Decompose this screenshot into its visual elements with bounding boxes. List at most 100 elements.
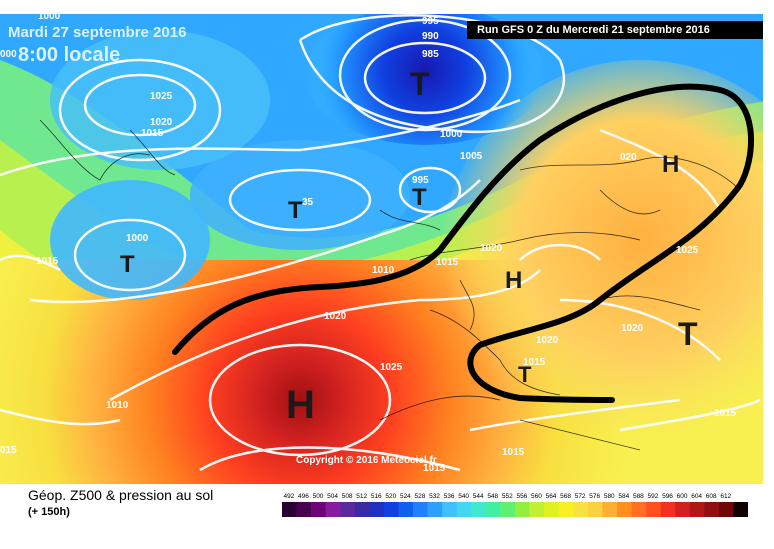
scale-swatch [340,502,356,517]
scale-tick-label: 568 [560,493,571,500]
scale-tick-label: 560 [531,493,542,500]
scale-tick-label: 548 [487,493,498,500]
scale-tick-label: 516 [371,493,382,500]
legend-subtitle: (+ 150h) [28,506,70,518]
scale-tick-label: 492 [283,493,294,500]
scale-swatch [383,502,399,517]
low-pressure-icon: T [288,197,303,224]
isobar-label: 1020 [324,311,347,322]
scale-tick-label: 608 [706,493,717,500]
scale-swatch [704,502,720,517]
low-pressure-icon: T [412,184,427,211]
scale-tick-label: 496 [298,493,309,500]
scale-swatch [500,502,516,517]
scale-swatch [311,502,326,517]
isobar-label: 1015 [36,256,59,267]
scale-swatch [471,502,487,517]
isobar-label: 1015 [714,408,737,419]
scale-tick-label: 540 [458,493,469,500]
isobar-label: 1000 [38,11,61,22]
scale-tick-label: 572 [575,493,586,500]
isobar-label: 000 [0,49,17,60]
isobar-label: 1020 [621,323,644,334]
scale-tick-label: 596 [662,493,673,500]
scale-tick-label: 604 [691,493,702,500]
low-pressure-icon: T [678,316,698,352]
scale-tick-label: 556 [516,493,527,500]
scale-tick-label: 500 [313,493,324,500]
isobar-label: 1020 [150,117,173,128]
scale-swatch [427,502,443,517]
isobar-label: 1010 [106,400,129,411]
high-pressure-icon: H [662,151,679,178]
scale-swatch [442,502,458,517]
forecast-time: 8:00 locale [18,44,121,66]
isobar-label: 1015 [141,128,164,139]
scale-swatch [296,502,312,517]
low-pressure-icon: T [518,362,532,387]
isobar-label: 35 [302,197,314,208]
scale-tick-label: 504 [327,493,338,500]
low-pressure-icon: T [120,251,135,278]
scale-swatch [413,502,428,517]
low-pressure-icon: T [410,66,430,102]
scale-swatch [587,502,603,517]
scale-swatch [485,502,501,517]
isobar-label: 1015 [436,257,459,268]
scale-swatch [325,502,341,517]
scale-swatch [558,502,574,517]
scale-tick-label: 536 [444,493,455,500]
isobar-label: 1020 [536,335,559,346]
scale-swatch [733,502,748,517]
scale-swatch [398,502,414,517]
scale-swatch [718,502,734,517]
highlight-outline [172,83,755,403]
scale-tick-label: 524 [400,493,411,500]
scale-swatch [646,502,661,517]
scale-swatch [616,502,632,517]
scale-swatch [456,502,472,517]
scale-tick-label: 600 [677,493,688,500]
scale-tick-label: 584 [618,493,629,500]
isobar-label: 1025 [150,91,173,102]
isobar-label: 985 [422,49,439,60]
isobar-label: 1015 [523,357,546,368]
scale-tick-label: 544 [473,493,484,500]
scale-swatch [354,502,370,517]
scale-tick-label: 520 [385,493,396,500]
high-pressure-icon: H [286,383,315,427]
isobar-label: 1015 [502,447,525,458]
scale-tick-label: 564 [546,493,557,500]
isobar-label: 1025 [676,245,699,256]
weather-map: T T T T T T H H H 1000 995 990 985 1025 … [0,0,774,484]
scale-swatch [529,502,545,517]
isobar-label: 1000 [126,233,149,244]
isobar-label: 020 [620,152,637,163]
scale-tick-label: 512 [356,493,367,500]
scale-tick-label: 576 [589,493,600,500]
legend-title: Géop. Z500 & pression au sol [28,487,214,503]
scale-swatch [282,502,297,517]
forecast-date: Mardi 27 septembre 2016 [8,24,187,41]
isobar-label: 1015 [423,463,446,474]
scale-swatch [515,502,530,517]
high-pressure-icon: H [505,267,522,294]
isobar-label: 990 [422,31,439,42]
isobar-label: 1005 [460,151,483,162]
scale-swatch [602,502,618,517]
isobar-label: 995 [422,16,439,27]
scale-tick-label: 588 [633,493,644,500]
isobar-label: 1000 [440,129,463,140]
isobar-label: 1020 [480,243,503,254]
isobar-label: 1010 [372,265,395,276]
scale-swatch [573,502,589,517]
scale-tick-label: 612 [720,493,731,500]
scale-swatch [369,502,385,517]
scale-tick-label: 580 [604,493,615,500]
scale-tick-label: 528 [415,493,426,500]
scale-swatch [631,502,647,517]
isobar-label: 1025 [380,362,403,373]
isobar-label: 995 [412,175,429,186]
scale-swatch [660,502,676,517]
isobar-label: 015 [0,445,17,456]
